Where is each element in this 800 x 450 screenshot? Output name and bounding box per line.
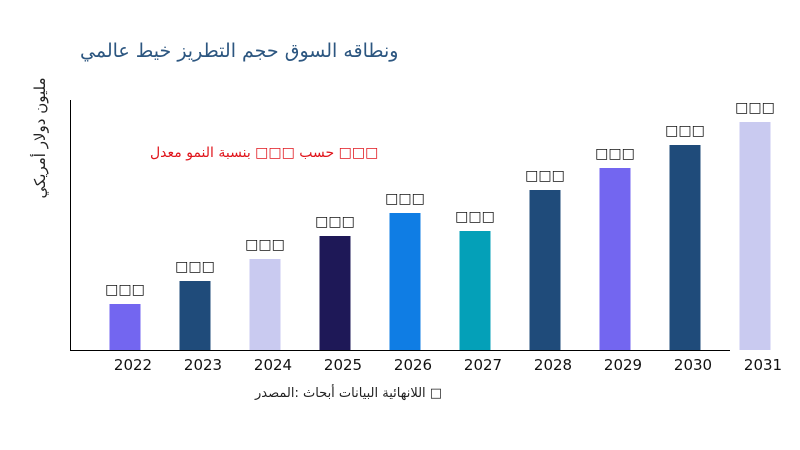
data-label-2022: □□□ xyxy=(105,282,145,298)
bar-2026 xyxy=(389,213,421,350)
data-label-2029: □□□ xyxy=(595,146,635,162)
source-note: □ اللانهائية البيانات أبحاث :المصدر xyxy=(255,386,443,401)
bar-2028 xyxy=(529,190,561,350)
data-label-2026: □□□ xyxy=(385,191,425,207)
x-tick-label-2025: 2025 xyxy=(324,356,362,374)
data-label-2030: □□□ xyxy=(665,123,705,139)
data-label-2027: □□□ xyxy=(455,209,495,225)
x-tick-label-2029: 2029 xyxy=(604,356,642,374)
x-tick-label-2023: 2023 xyxy=(184,356,222,374)
data-label-2025: □□□ xyxy=(315,214,355,230)
data-label-2023: □□□ xyxy=(175,259,215,275)
data-label-2031: □□□ xyxy=(735,100,775,116)
x-tick-label-2028: 2028 xyxy=(534,356,572,374)
x-tick-label-2024: 2024 xyxy=(254,356,292,374)
x-tick-label-2026: 2026 xyxy=(394,356,432,374)
bar-2027 xyxy=(459,231,491,350)
growth-rate-annotation: □□□ حسب □□□ بنسبة النمو معدل xyxy=(150,145,379,161)
x-tick-label-2030: 2030 xyxy=(674,356,712,374)
bar-2023 xyxy=(179,281,211,350)
x-tick-label-2022: 2022 xyxy=(114,356,152,374)
bar-2031 xyxy=(739,122,771,350)
bar-2025 xyxy=(319,236,351,350)
data-label-2024: □□□ xyxy=(245,237,285,253)
chart-title: ونطاقه السوق حجم التطريز خيط عالمي xyxy=(80,40,399,62)
bar-2030 xyxy=(669,145,701,350)
bar-2022 xyxy=(109,304,141,350)
x-tick-label-2027: 2027 xyxy=(464,356,502,374)
bar-2029 xyxy=(599,168,631,350)
data-label-2028: □□□ xyxy=(525,168,565,184)
x-tick-label-2031: 2031 xyxy=(744,356,782,374)
bar-2024 xyxy=(249,259,281,350)
